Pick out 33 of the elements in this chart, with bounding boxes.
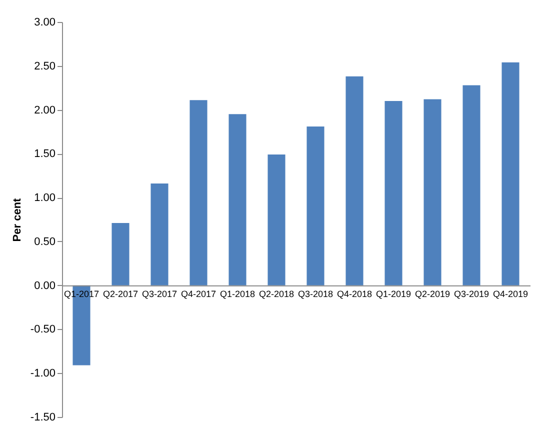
y-tick-label: 1.00 xyxy=(34,192,56,204)
bar xyxy=(150,184,168,286)
bar xyxy=(190,100,208,286)
y-axis-title: Per cent xyxy=(11,198,24,242)
x-tick-label: Q1-2018 xyxy=(220,288,256,299)
x-tick-label: Q4-2017 xyxy=(180,288,216,299)
bar xyxy=(346,76,364,286)
x-tick-label: Q4-2018 xyxy=(336,288,372,299)
x-tick-label: Q1-2019 xyxy=(376,288,412,299)
y-tick-label: 1.50 xyxy=(34,148,56,160)
y-tick-label: -1.00 xyxy=(30,368,56,380)
bar xyxy=(268,154,286,286)
bar xyxy=(228,114,246,286)
bar xyxy=(384,101,402,286)
x-tick-label: Q2-2017 xyxy=(102,288,138,299)
x-tick-label: Q3-2019 xyxy=(454,288,490,299)
y-tick-label: 3.00 xyxy=(34,16,56,28)
y-tick-label: 0.00 xyxy=(34,280,56,292)
y-tick-label: -1.50 xyxy=(30,412,56,424)
y-tick-label: -0.50 xyxy=(30,324,56,336)
x-tick-label: Q2-2018 xyxy=(258,288,294,299)
bar xyxy=(306,126,324,286)
y-tick-label: 0.50 xyxy=(34,236,56,248)
y-tick-label: 2.50 xyxy=(34,60,56,72)
bar xyxy=(112,223,130,286)
x-tick-label: Q3-2018 xyxy=(298,288,334,299)
y-tick-label: 2.00 xyxy=(34,104,56,116)
bar xyxy=(502,62,520,286)
x-tick-label: Q2-2019 xyxy=(414,288,450,299)
bar xyxy=(462,85,480,286)
x-tick-label: Q3-2017 xyxy=(142,288,178,299)
x-tick-label: Q4-2019 xyxy=(492,288,528,299)
bar xyxy=(424,99,442,286)
